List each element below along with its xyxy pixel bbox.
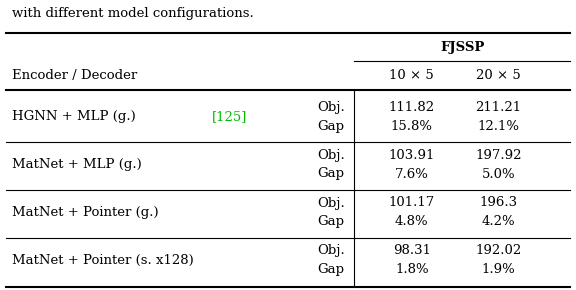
- Text: 5.0%: 5.0%: [482, 168, 515, 180]
- Text: 20 × 5: 20 × 5: [476, 69, 521, 82]
- Text: MatNet + Pointer (s. x128): MatNet + Pointer (s. x128): [12, 254, 194, 267]
- Text: with different model configurations.: with different model configurations.: [12, 7, 253, 19]
- Text: 101.17: 101.17: [389, 197, 435, 209]
- Text: 15.8%: 15.8%: [391, 120, 433, 133]
- Text: 197.92: 197.92: [475, 149, 521, 162]
- Text: Gap: Gap: [317, 215, 344, 228]
- Text: MatNet + MLP (g.): MatNet + MLP (g.): [12, 158, 141, 171]
- Text: Gap: Gap: [317, 168, 344, 180]
- Text: 4.2%: 4.2%: [482, 215, 515, 228]
- Text: 10 × 5: 10 × 5: [389, 69, 434, 82]
- Text: Obj.: Obj.: [317, 101, 344, 114]
- Text: Gap: Gap: [317, 120, 344, 133]
- Text: Encoder / Decoder: Encoder / Decoder: [12, 69, 137, 82]
- Text: 4.8%: 4.8%: [395, 215, 429, 228]
- Text: Obj.: Obj.: [317, 244, 344, 257]
- Text: 111.82: 111.82: [389, 101, 435, 114]
- Text: 12.1%: 12.1%: [478, 120, 519, 133]
- Text: Obj.: Obj.: [317, 149, 344, 162]
- Text: 103.91: 103.91: [389, 149, 435, 162]
- Text: [125]: [125]: [212, 110, 247, 123]
- Text: MatNet + Pointer (g.): MatNet + Pointer (g.): [12, 206, 158, 219]
- Text: 196.3: 196.3: [479, 197, 517, 209]
- Text: Obj.: Obj.: [317, 197, 344, 209]
- Text: 1.9%: 1.9%: [482, 263, 515, 276]
- Text: FJSSP: FJSSP: [440, 41, 484, 54]
- Text: Gap: Gap: [317, 263, 344, 276]
- Text: 98.31: 98.31: [393, 244, 431, 257]
- Text: 1.8%: 1.8%: [395, 263, 429, 276]
- Text: 192.02: 192.02: [475, 244, 521, 257]
- Text: 7.6%: 7.6%: [395, 168, 429, 180]
- Text: 211.21: 211.21: [475, 101, 521, 114]
- Text: HGNN + MLP (g.): HGNN + MLP (g.): [12, 110, 139, 123]
